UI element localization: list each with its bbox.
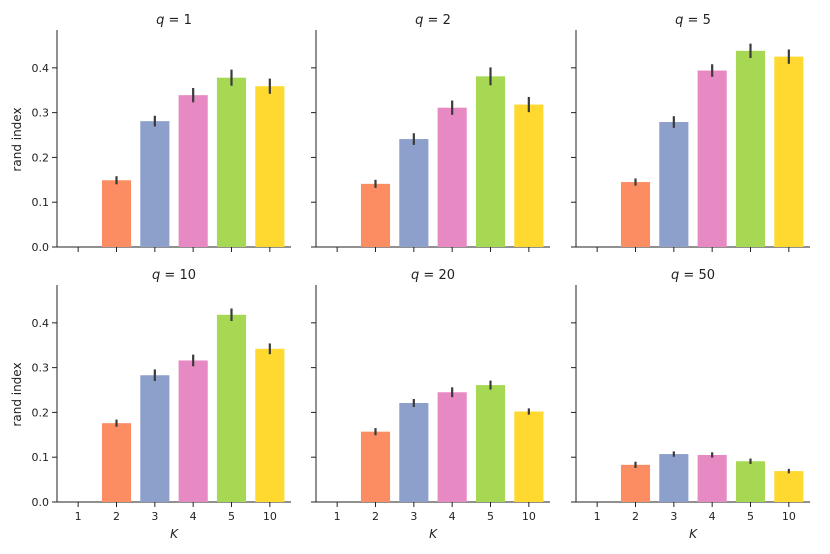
bar-K-2 [360, 183, 391, 247]
y-axis-label: rand index [10, 362, 24, 426]
x-tick-label: 3 [151, 510, 158, 523]
subplot-title: q = 2 [415, 13, 451, 28]
title-variable: q [415, 13, 423, 28]
bar-K-4 [437, 107, 467, 248]
subplot-2: q = 2 [311, 13, 550, 252]
bar-K-4 [178, 95, 208, 247]
bar-K-10 [514, 411, 544, 502]
bar-K-3 [659, 454, 689, 502]
x-axis-label: K [170, 527, 179, 541]
x-tick-label: 10 [263, 510, 277, 523]
y-tick-label: 0.0 [32, 241, 50, 254]
y-tick-label: 0.4 [32, 62, 50, 75]
bar-K-5 [475, 76, 506, 247]
x-tick-label: 1 [334, 510, 341, 523]
x-axis-label: K [429, 527, 438, 541]
bar-K-10 [255, 348, 285, 502]
bar-K-3 [140, 375, 170, 502]
subplot-title: q = 50 [671, 268, 715, 283]
x-tick-label: 2 [113, 510, 120, 523]
bar-K-4 [697, 70, 727, 247]
subplot-title: q = 5 [675, 13, 711, 28]
subplot-title: q = 20 [411, 268, 455, 283]
x-tick-label: 2 [372, 510, 379, 523]
bar-K-4 [697, 454, 727, 502]
bar-K-3 [659, 122, 689, 247]
bar-K-3 [399, 403, 429, 502]
y-tick-label: 0.3 [32, 107, 50, 120]
x-tick-label: 1 [75, 510, 82, 523]
x-tick-label: 5 [487, 510, 494, 523]
subplot-5: q = 20 1 2 3 4 5 10 K [311, 268, 550, 541]
bar-K-5 [216, 77, 247, 247]
bar-K-10 [774, 56, 804, 247]
x-tick-label: 3 [410, 510, 417, 523]
y-axis-label: rand index [10, 107, 24, 171]
y-tick-label: 0.1 [32, 196, 50, 209]
x-tick-label: 5 [747, 510, 754, 523]
subplot-1: q = 1 0.0 0.1 0.2 0.3 0.4 rand index [10, 13, 291, 254]
subplot-6: q = 50 1 2 3 4 5 10 K [571, 268, 810, 541]
x-axis-label: K [689, 527, 698, 541]
y-tick-label: 0.1 [32, 451, 50, 464]
y-tick-label: 0.4 [32, 317, 50, 330]
bar-K-10 [514, 104, 544, 247]
subplot-title: q = 10 [152, 268, 196, 283]
x-tick-label: 5 [228, 510, 235, 523]
bar-K-5 [216, 314, 247, 502]
bar-K-5 [475, 385, 506, 502]
title-variable: q [156, 13, 164, 28]
subplot-title: q = 1 [156, 13, 192, 28]
title-variable: q [675, 13, 683, 28]
title-value: = 20 [419, 268, 455, 283]
y-tick-label: 0.2 [32, 151, 50, 164]
title-value: = 2 [423, 13, 450, 28]
y-tick-label: 0.2 [32, 406, 50, 419]
title-value: = 5 [683, 13, 710, 28]
bar-K-2 [620, 464, 651, 502]
subplot-4: q = 10 0.0 0.1 0.2 0.3 0.4 rand index 1 2 3 4 5 10 K [10, 268, 291, 541]
bar-K-4 [437, 392, 467, 502]
y-tick-label: 0.0 [32, 496, 50, 509]
y-tick-label: 0.3 [32, 362, 50, 375]
x-tick-label: 4 [709, 510, 716, 523]
bar-K-2 [360, 431, 391, 502]
title-variable: q [671, 268, 679, 283]
bar-K-3 [140, 121, 170, 247]
x-tick-label: 1 [594, 510, 601, 523]
bar-K-10 [774, 471, 804, 502]
bar-K-2 [620, 182, 651, 247]
title-value: = 1 [164, 13, 191, 28]
title-value: = 10 [160, 268, 196, 283]
x-tick-label: 10 [522, 510, 536, 523]
title-variable: q [411, 268, 419, 283]
title-value: = 50 [679, 268, 715, 283]
bar-K-5 [735, 461, 766, 502]
bar-K-3 [399, 139, 429, 247]
bar-K-10 [255, 86, 285, 248]
bar-K-2 [101, 423, 132, 502]
x-tick-label: 10 [782, 510, 796, 523]
x-tick-label: 2 [632, 510, 639, 523]
title-variable: q [152, 268, 160, 283]
x-tick-label: 4 [190, 510, 197, 523]
subplot-3: q = 5 [571, 13, 810, 252]
bar-K-5 [735, 50, 766, 247]
x-tick-label: 3 [670, 510, 677, 523]
bar-K-2 [101, 180, 132, 247]
x-tick-label: 4 [449, 510, 456, 523]
bar-K-4 [178, 360, 208, 502]
